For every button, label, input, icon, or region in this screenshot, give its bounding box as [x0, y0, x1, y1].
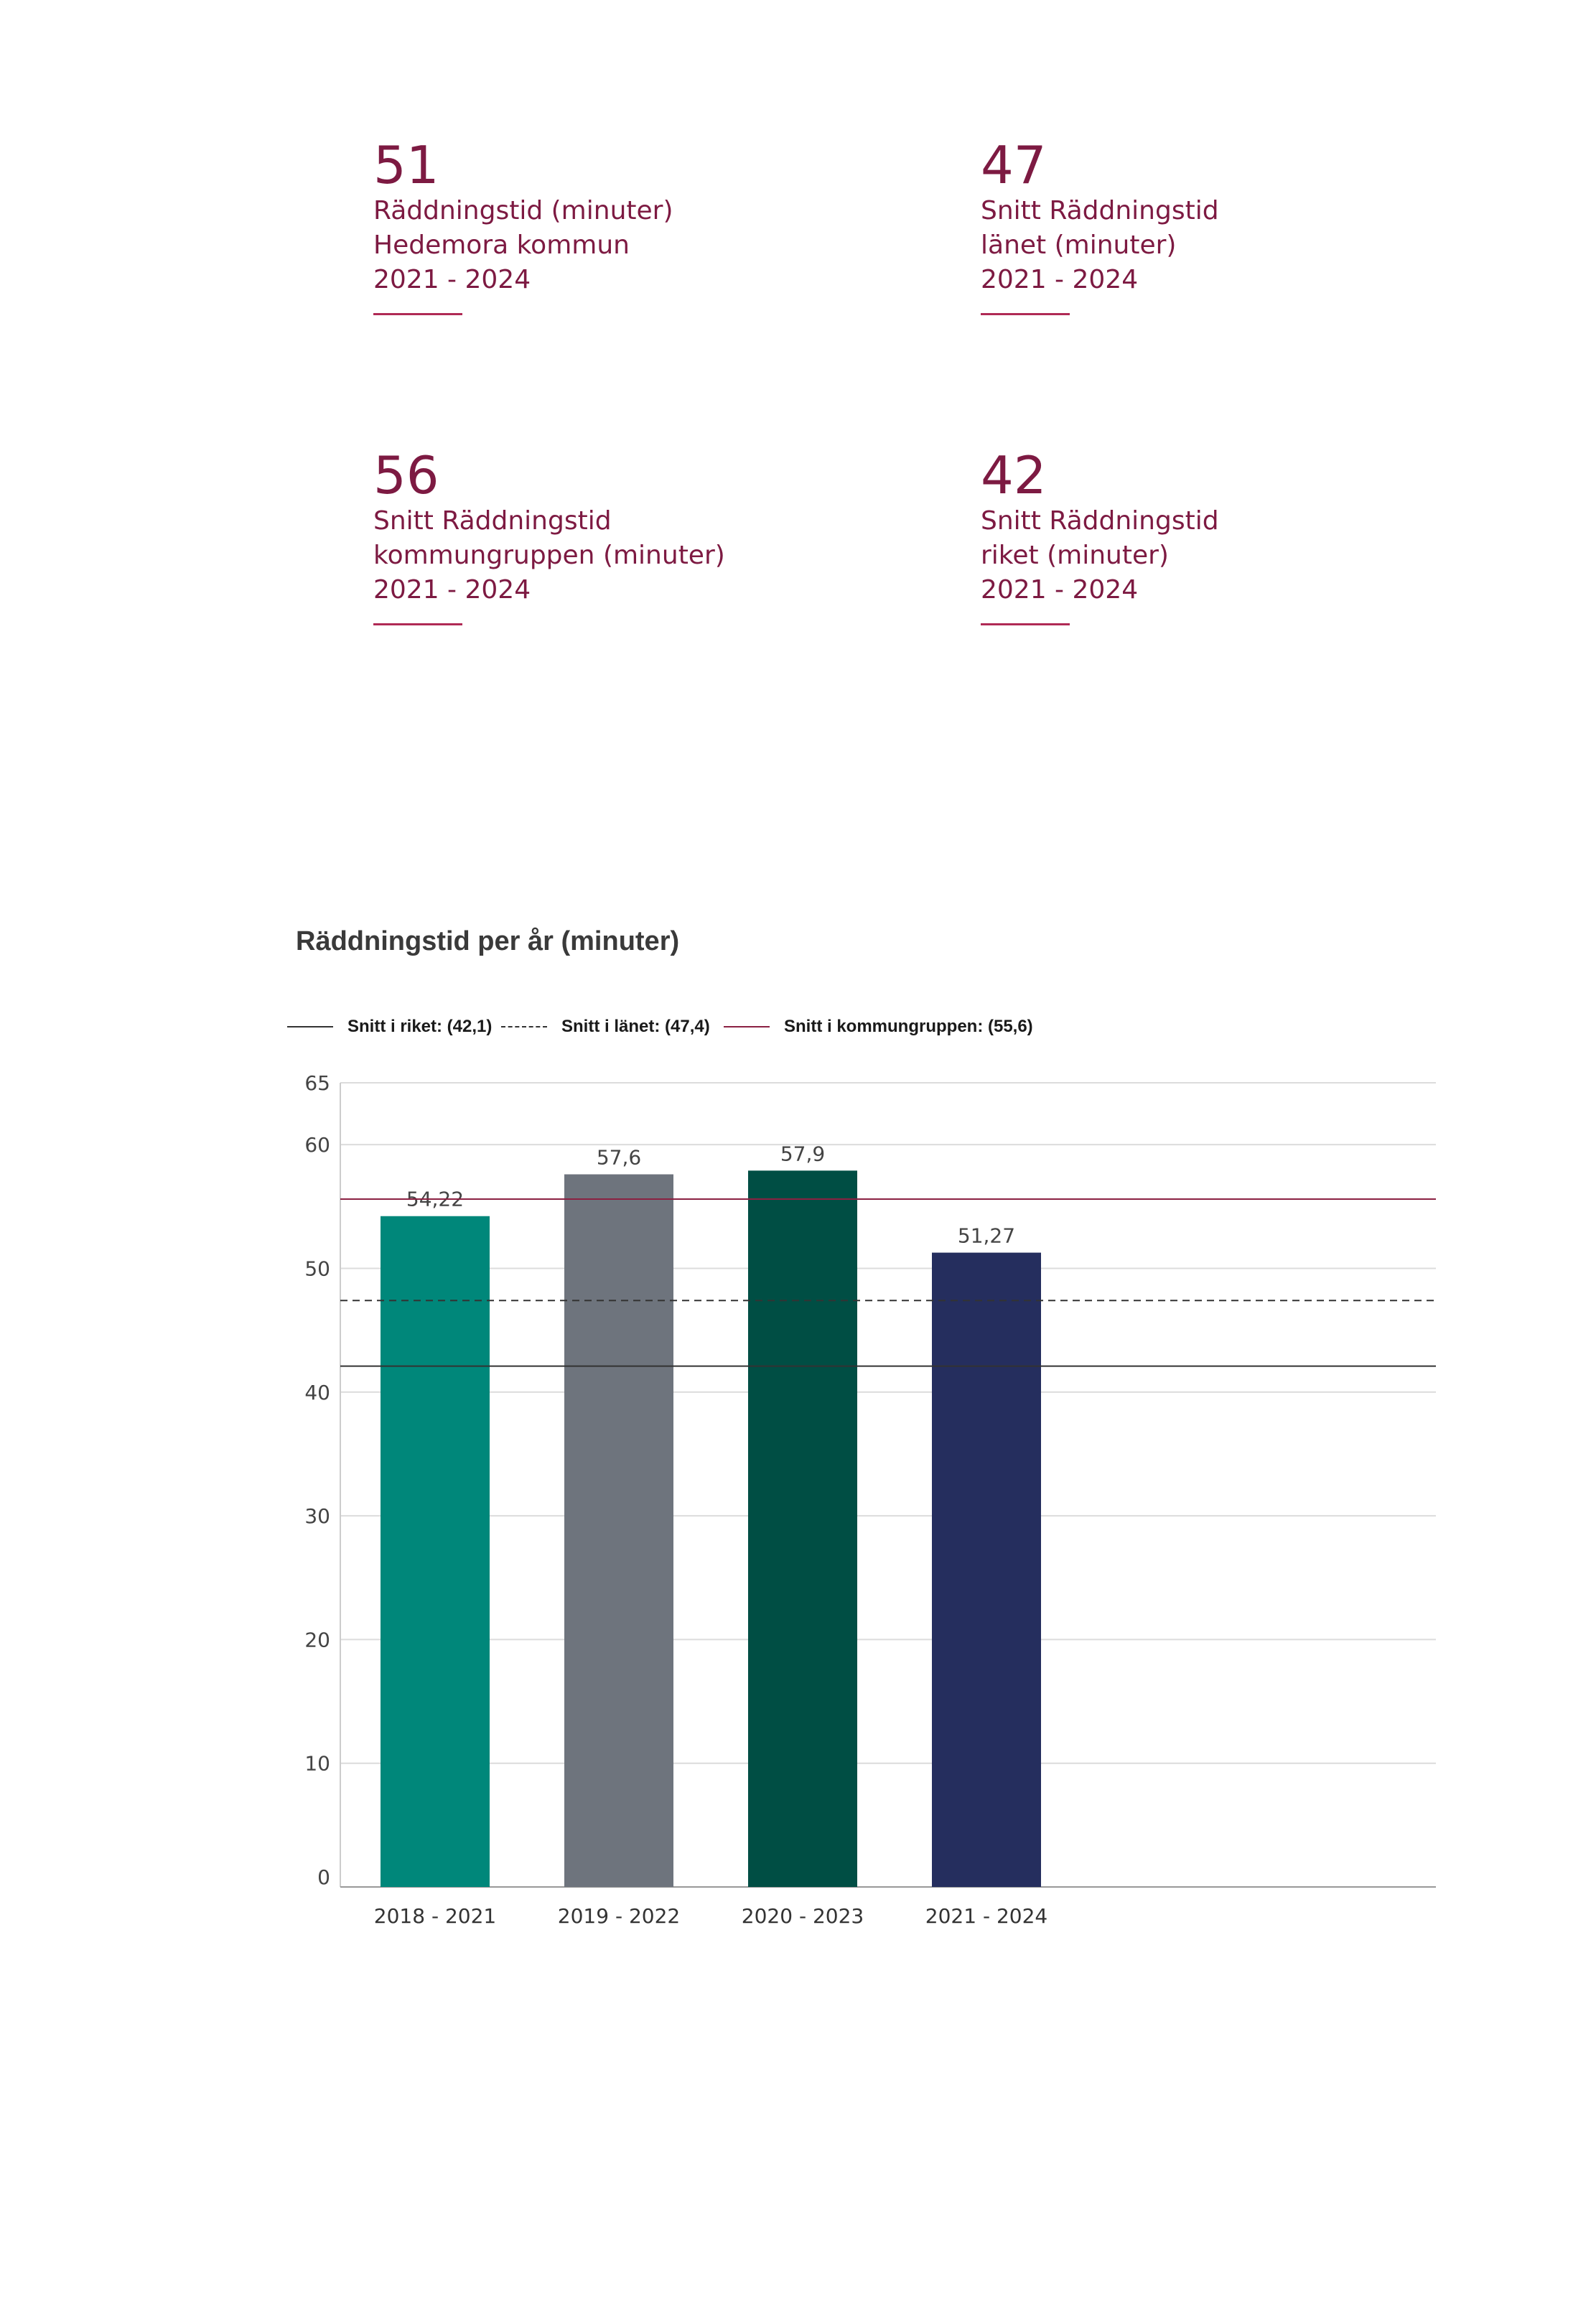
kpi-label-line: 2021 - 2024 — [981, 265, 1139, 294]
legend-item-kommungruppen: Snitt i kommungruppen: (55,6) — [724, 1015, 1033, 1038]
kpi-value: 47 — [981, 135, 1047, 195]
kpi-label-line: 2021 - 2024 — [981, 575, 1139, 605]
legend-item-lanet: Snitt i länet: (47,4) — [501, 1015, 710, 1038]
bar-value-label: 57,6 — [597, 1146, 641, 1170]
kpi-label-line: Snitt Räddningstid — [981, 506, 1219, 536]
kpi-label-line: kommungruppen (minuter) — [373, 541, 725, 570]
kpi-value: 56 — [373, 445, 439, 505]
y-tick-label: 10 — [304, 1752, 330, 1776]
kpi-value: 51 — [373, 135, 439, 195]
kpi-value: 42 — [981, 445, 1047, 505]
bar — [932, 1252, 1041, 1887]
chart-title: Räddningstid per år (minuter) — [296, 926, 680, 956]
kpi-underline — [981, 313, 1070, 315]
kpi-label-line: Hedemora kommun — [373, 230, 630, 260]
kpi-underline — [981, 623, 1070, 625]
bar-value-label: 57,9 — [780, 1142, 825, 1165]
legend-label: Snitt i kommungruppen: (55,6) — [784, 1017, 1033, 1036]
y-tick-label: 65 — [304, 1071, 330, 1095]
legend-swatch-solid — [287, 1026, 333, 1027]
legend-swatch-dashed — [501, 1026, 547, 1027]
x-tick-label: 2019 - 2022 — [558, 1904, 680, 1928]
kpi-label-line: Snitt Räddningstid — [981, 196, 1219, 225]
kpi-card-riket: 42 Snitt Räddningstid riket (minuter) 20… — [981, 447, 1483, 625]
bar — [564, 1174, 673, 1887]
kpi-label-line: Snitt Räddningstid — [373, 506, 612, 536]
legend-swatch-accent — [724, 1026, 770, 1027]
y-tick-label: 40 — [304, 1381, 330, 1404]
kpi-label-line: riket (minuter) — [981, 541, 1169, 570]
kpi-card-lanet: 47 Snitt Räddningstid länet (minuter) 20… — [981, 136, 1483, 315]
kpi-card-kommungruppen: 56 Snitt Räddningstid kommungruppen (min… — [373, 447, 876, 625]
kpi-label-line: 2021 - 2024 — [373, 265, 531, 294]
bar — [381, 1216, 490, 1887]
y-tick-label: 0 — [317, 1865, 330, 1889]
kpi-label-line: Räddningstid (minuter) — [373, 196, 673, 225]
kpi-card-hedemora: 51 Räddningstid (minuter) Hedemora kommu… — [373, 136, 876, 315]
kpi-underline — [373, 623, 462, 625]
legend-item-riket: Snitt i riket: (42,1) — [287, 1015, 492, 1038]
y-tick-label: 20 — [304, 1628, 330, 1651]
kpi-underline — [373, 313, 462, 315]
y-tick-label: 50 — [304, 1257, 330, 1280]
legend-label: Snitt i länet: (47,4) — [561, 1017, 710, 1036]
x-tick-label: 2021 - 2024 — [925, 1904, 1047, 1928]
bar — [748, 1170, 857, 1887]
y-tick-label: 60 — [304, 1133, 330, 1157]
kpi-label-line: länet (minuter) — [981, 230, 1177, 260]
kpi-label-line: 2021 - 2024 — [373, 575, 531, 605]
legend-label: Snitt i riket: (42,1) — [347, 1017, 493, 1036]
bar-value-label: 51,27 — [958, 1224, 1015, 1248]
y-tick-label: 30 — [304, 1504, 330, 1528]
x-tick-label: 2020 - 2023 — [742, 1904, 864, 1928]
x-tick-label: 2018 - 2021 — [374, 1904, 496, 1928]
